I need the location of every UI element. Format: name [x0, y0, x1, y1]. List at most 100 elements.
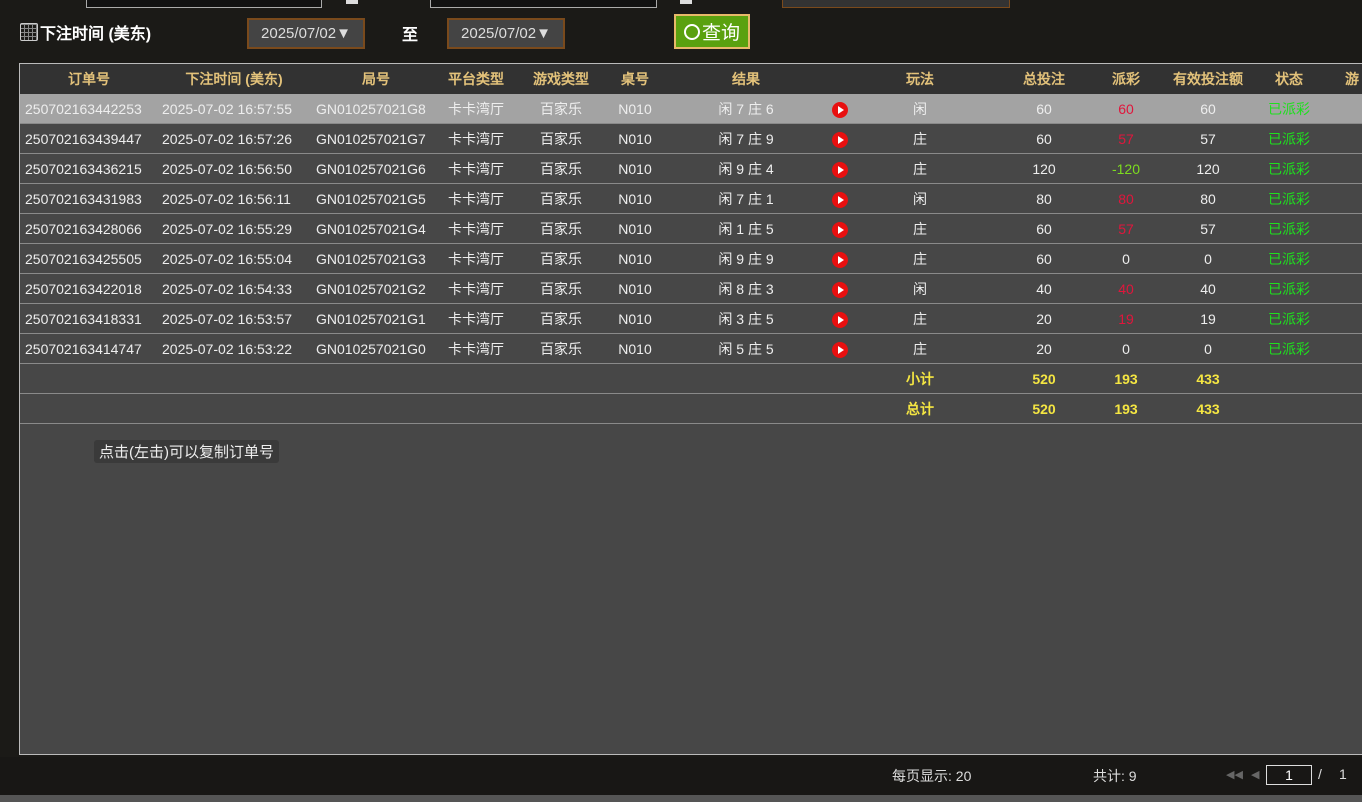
column-header: 派彩 [1112, 71, 1140, 87]
order-number[interactable]: 250702163439447 [25, 131, 142, 147]
table-row[interactable]: 250702163431983 2025-07-02 16:56:11 GN0102… [20, 184, 1362, 214]
game-type: 百家乐 [540, 311, 582, 327]
play-video-icon[interactable] [832, 342, 848, 358]
game-type: 百家乐 [540, 101, 582, 117]
table-row[interactable]: 250702163425505 2025-07-02 16:55:04 GN0102… [20, 244, 1362, 274]
order-number[interactable]: 250702163436215 [25, 161, 142, 177]
order-number[interactable]: 250702163431983 [25, 191, 142, 207]
bet-type: 庄 [913, 131, 927, 147]
game-type: 百家乐 [540, 191, 582, 207]
platform-type: 卡卡湾厅 [448, 131, 504, 147]
order-number[interactable]: 250702163418331 [25, 311, 142, 327]
column-header: 有效投注额 [1173, 71, 1243, 87]
top-select[interactable] [782, 0, 1010, 8]
bet-time: 2025-07-02 16:57:26 [162, 131, 292, 147]
order-number[interactable]: 250702163428066 [25, 221, 142, 237]
round-id: GN010257021G3 [316, 251, 426, 267]
game-type: 百家乐 [540, 221, 582, 237]
subtotal-label: 小计 [906, 371, 934, 387]
bet-time: 2025-07-02 16:56:11 [162, 191, 291, 207]
table-number: N010 [618, 131, 652, 147]
order-number[interactable]: 250702163414747 [25, 341, 142, 357]
platform-type: 卡卡湾厅 [448, 101, 504, 117]
bet-type: 庄 [913, 221, 927, 237]
play-video-icon[interactable] [832, 192, 848, 208]
round-id: GN010257021G0 [316, 341, 426, 357]
result: 闲 7 庄 6 [718, 101, 774, 117]
payout: 80 [1118, 191, 1134, 207]
round-id: GN010257021G1 [316, 311, 426, 327]
page-count: 1 [1339, 766, 1347, 782]
column-header: 局号 [362, 71, 390, 87]
search-icon [683, 23, 700, 40]
table-number: N010 [618, 341, 652, 357]
start-date-select[interactable]: 2025/07/02▼ [247, 18, 365, 49]
column-header: 游 [1345, 71, 1359, 87]
play-video-icon[interactable] [832, 102, 848, 118]
bet-time: 2025-07-02 16:55:04 [162, 251, 292, 267]
table-number: N010 [618, 191, 652, 207]
subtotal-valid: 433 [1196, 371, 1220, 387]
bottom-strip [0, 795, 1362, 802]
status: 已派彩 [1268, 131, 1310, 147]
column-header: 状态 [1275, 71, 1303, 87]
play-video-icon[interactable] [832, 282, 848, 298]
pagination-footer: 每页显示: 20 共计: 9 ◀◀ ◀ 1 / 1 [0, 757, 1362, 795]
table-row[interactable]: 250702163442253 2025-07-02 16:57:55 GN0102… [20, 94, 1362, 124]
column-header: 结果 [732, 71, 760, 87]
order-number[interactable]: 250702163422018 [25, 281, 142, 297]
table-row[interactable]: 250702163436215 2025-07-02 16:56:50 GN0102… [20, 154, 1362, 184]
first-page-icon[interactable]: ◀◀ [1226, 769, 1243, 781]
result: 闲 1 庄 5 [718, 221, 774, 237]
bet-type: 庄 [913, 341, 927, 357]
table-row[interactable]: 250702163428066 2025-07-02 16:55:29 GN0102… [20, 214, 1362, 244]
play-video-icon[interactable] [832, 252, 848, 268]
bet-time: 2025-07-02 16:54:33 [162, 281, 292, 297]
table-number: N010 [618, 161, 652, 177]
total-label: 总计 [906, 401, 934, 417]
top-checkbox-1[interactable] [346, 0, 358, 4]
page-input[interactable]: 1 [1266, 765, 1312, 785]
platform-type: 卡卡湾厅 [448, 311, 504, 327]
play-video-icon[interactable] [832, 312, 848, 328]
order-number[interactable]: 250702163442253 [25, 101, 142, 117]
round-id: GN010257021G6 [316, 161, 426, 177]
payout: 0 [1122, 251, 1130, 267]
order-number[interactable]: 250702163425505 [25, 251, 142, 267]
valid-bet: 120 [1196, 161, 1220, 177]
table-row[interactable]: 250702163439447 2025-07-02 16:57:26 GN0102… [20, 124, 1362, 154]
table-row[interactable]: 250702163418331 2025-07-02 16:53:57 GN0102… [20, 304, 1362, 334]
top-checkbox-2[interactable] [680, 0, 692, 4]
result: 闲 7 庄 1 [718, 191, 774, 207]
column-header: 平台类型 [448, 71, 504, 87]
top-input-1[interactable] [86, 0, 322, 8]
bet-time-text: 下注时间 (美东) [40, 26, 152, 43]
prev-page-icon[interactable]: ◀ [1251, 769, 1260, 781]
table-row[interactable]: 250702163422018 2025-07-02 16:54:33 GN0102… [20, 274, 1362, 304]
status: 已派彩 [1268, 341, 1310, 357]
query-button[interactable]: 查询 [674, 14, 750, 49]
total-valid: 433 [1196, 401, 1220, 417]
payout: 60 [1118, 101, 1134, 117]
result: 闲 9 庄 9 [718, 251, 774, 267]
column-header: 下注时间 (美东) [185, 71, 283, 87]
to-label: 至 [402, 27, 419, 44]
play-video-icon[interactable] [832, 222, 848, 238]
bet-type: 闲 [913, 101, 927, 117]
result: 闲 9 庄 4 [718, 161, 774, 177]
total-payout: 193 [1114, 401, 1138, 417]
table-number: N010 [618, 101, 652, 117]
platform-type: 卡卡湾厅 [448, 341, 504, 357]
total-bet: 520 [1032, 401, 1056, 417]
play-video-icon[interactable] [832, 162, 848, 178]
bet-type: 庄 [913, 161, 927, 177]
total-bet: 60 [1036, 251, 1052, 267]
end-date-select[interactable]: 2025/07/02▼ [447, 18, 565, 49]
subtotal-row: 小计 520 193 433 [20, 364, 1362, 394]
top-input-2[interactable] [430, 0, 657, 8]
valid-bet: 0 [1204, 251, 1212, 267]
table-row[interactable]: 250702163414747 2025-07-02 16:53:22 GN0102… [20, 334, 1362, 364]
bet-type: 庄 [913, 311, 927, 327]
table-number: N010 [618, 311, 652, 327]
play-video-icon[interactable] [832, 132, 848, 148]
